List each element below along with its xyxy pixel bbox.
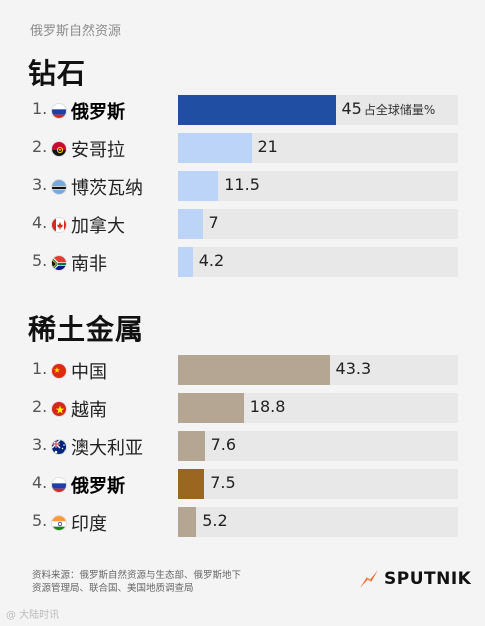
unit-label: 占全球储量% (363, 103, 436, 117)
bar-row: 5. 印度 5.2 (0, 507, 485, 537)
bar (178, 393, 244, 423)
value-label: 7 (208, 213, 219, 232)
sputnik-logo-icon (358, 568, 380, 590)
diamonds-section-title: 钻石 (28, 57, 87, 90)
category-label: 俄罗斯 (71, 102, 125, 123)
category-label: 中国 (71, 362, 107, 383)
sputnik-logo: SPUTNIK (358, 568, 471, 590)
russia-flag-icon (51, 477, 67, 493)
category-label: 越南 (71, 400, 107, 421)
bar-row: 4. 加拿大 7 (0, 209, 485, 239)
bar-row: 1. 俄罗斯 45 占全球储量% (0, 95, 485, 125)
value-label: 18.8 (249, 397, 286, 416)
value-label: 4.2 (198, 251, 225, 270)
bar-row: 1. 中国 43.3 (0, 355, 485, 385)
china-flag-icon (51, 363, 67, 379)
rank-label: 2. (32, 137, 48, 156)
india-flag-icon (51, 515, 67, 531)
bar-row: 3. 澳大利亚 7.6 (0, 431, 485, 461)
value-label: 7.6 (210, 435, 237, 454)
rank-label: 1. (32, 99, 48, 118)
category-label: 加拿大 (71, 216, 125, 237)
source-note: 资料来源：俄罗斯自然资源与生态部、俄罗斯地下 资源管理局、联合国、美国地质调查局 (32, 569, 332, 595)
value-label: 7.5 (210, 473, 236, 492)
rank-label: 3. (32, 435, 48, 454)
bar-row: 2. 安哥拉 21 (0, 133, 485, 163)
category-label: 南非 (71, 254, 107, 275)
rare-earth-section-title: 稀土金属 (28, 313, 145, 346)
bar-track (178, 431, 458, 461)
bar (178, 355, 330, 385)
bar (178, 469, 205, 499)
watermark: @ 大陆时讯 (6, 610, 60, 621)
value-label: 5.2 (202, 511, 228, 530)
rank-label: 4. (32, 473, 48, 492)
rank-label: 1. (32, 359, 48, 378)
rank-label: 2. (32, 397, 48, 416)
bar (178, 209, 203, 239)
category-label: 安哥拉 (71, 140, 125, 161)
bar (178, 431, 205, 461)
value-label: 11.5 (224, 175, 260, 194)
rank-label: 5. (32, 511, 48, 530)
bar-track (178, 171, 458, 201)
angola-flag-icon (51, 141, 67, 157)
category-label: 俄罗斯 (71, 476, 125, 497)
value-label: 43.3 (335, 359, 372, 378)
south-africa-flag-icon (51, 255, 67, 271)
source-line-2: 资源管理局、联合国、美国地质调查局 (32, 583, 194, 594)
category-label: 博茨瓦纳 (71, 178, 143, 199)
bar-row: 5. 南非 4.2 (0, 247, 485, 277)
category-label: 印度 (71, 514, 107, 535)
russia-flag-icon (51, 103, 67, 119)
rank-label: 5. (32, 251, 48, 270)
australia-flag-icon (51, 439, 67, 455)
sputnik-logo-text: SPUTNIK (384, 569, 472, 589)
bar (178, 171, 219, 201)
bar-track (178, 507, 458, 537)
bar (178, 507, 197, 537)
bar-track (178, 209, 458, 239)
bar-row: 3. 博茨瓦纳 11.5 (0, 171, 485, 201)
bar-track (178, 469, 458, 499)
bar-row: 2. 越南 18.8 (0, 393, 485, 423)
bar (178, 95, 336, 125)
bar (178, 133, 252, 163)
bar-track (178, 247, 458, 277)
header-caption: 俄罗斯自然资源 (30, 24, 122, 39)
category-label: 澳大利亚 (71, 438, 143, 459)
value-label: 21 (257, 137, 278, 156)
vietnam-flag-icon (51, 401, 67, 417)
bar-row: 4. 俄罗斯 7.5 (0, 469, 485, 499)
bar (178, 247, 193, 277)
canada-flag-icon (51, 217, 67, 233)
rank-label: 4. (32, 213, 48, 232)
botswana-flag-icon (51, 179, 67, 195)
source-line-1: 资料来源：俄罗斯自然资源与生态部、俄罗斯地下 (32, 570, 242, 581)
value-label: 45 占全球储量% (341, 99, 436, 118)
rank-label: 3. (32, 175, 48, 194)
